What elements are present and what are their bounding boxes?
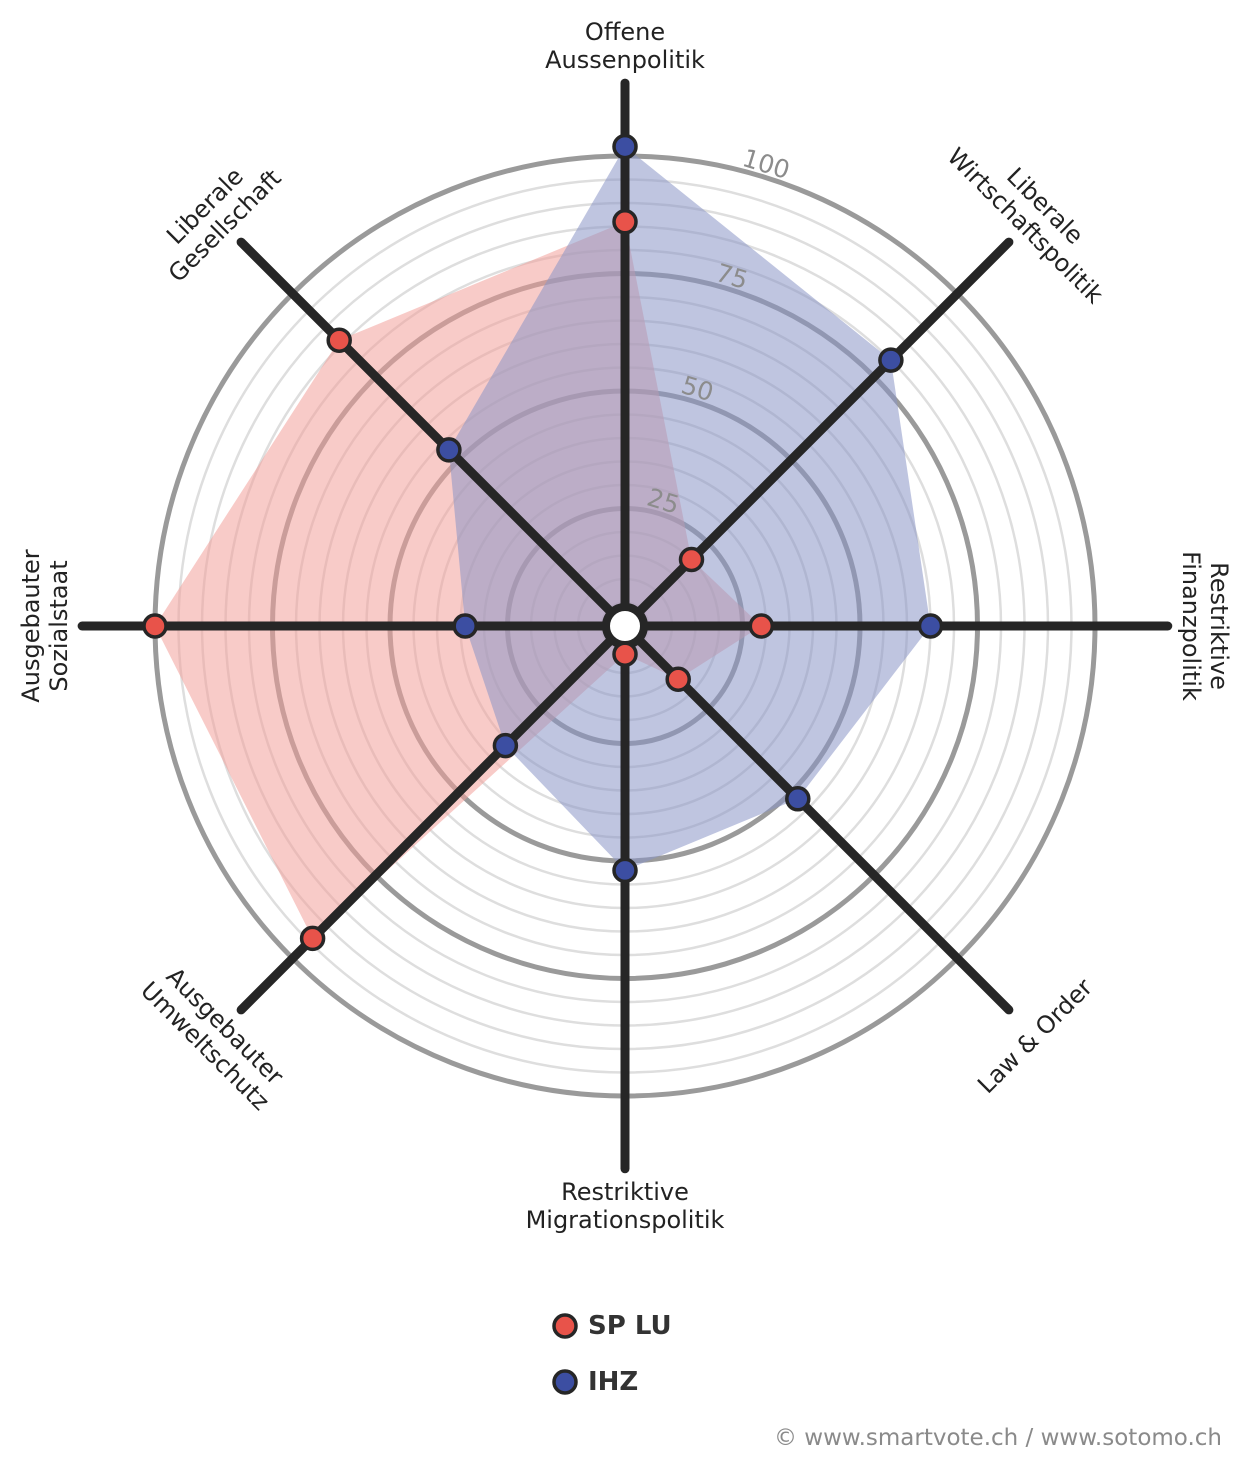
series-areas [155, 146, 931, 939]
data-point-1-7 [436, 437, 462, 463]
axis-spokes [77, 78, 1173, 1174]
data-points [142, 133, 944, 952]
axis-spoke-7 [236, 237, 630, 631]
data-point-1-0 [612, 133, 638, 160]
axis-label-line: Sozialstaat [45, 560, 73, 691]
axis-label-line: Restriktive [561, 1178, 689, 1206]
axis-label-line: Restriktive [1205, 562, 1233, 690]
data-point-0-1 [678, 546, 705, 573]
data-point-1-6 [452, 613, 478, 639]
copyright-text: © www.smartvote.ch / www.sotomo.ch [773, 1425, 1222, 1451]
axis-label-line: Ausgebauter [17, 549, 45, 702]
data-point-0-3 [665, 666, 691, 692]
axis-label-6: Ausgebauter Sozialstaat [17, 549, 73, 702]
center-hub-circle [602, 603, 648, 649]
axis-label-line: Migrationspolitik [526, 1206, 725, 1234]
data-point-0-2 [748, 613, 775, 639]
axis-spoke-3 [620, 621, 1014, 1015]
legend-label-0: SP LU [588, 1311, 672, 1341]
legend: SP LU IHZ [552, 1311, 672, 1397]
data-point-0-7 [326, 327, 352, 353]
axis-label-line: Aussenpolitik [545, 46, 705, 74]
series-area-1 [448, 146, 931, 871]
data-point-1-3 [785, 786, 811, 812]
data-point-1-4 [612, 857, 638, 884]
center-hub [602, 603, 648, 649]
data-point-0-5 [299, 925, 326, 952]
data-point-0-0 [612, 209, 638, 235]
legend-swatch-0 [552, 1313, 578, 1339]
data-point-1-5 [492, 732, 519, 759]
data-point-1-2 [917, 613, 944, 639]
axis-label-line: Finanzpolitik [1177, 551, 1205, 701]
data-point-1-1 [878, 347, 904, 373]
legend-swatch-1 [552, 1369, 578, 1395]
data-point-0-6 [142, 613, 168, 639]
tick-label-100: 100 [739, 143, 793, 185]
data-point-0-4 [612, 641, 638, 667]
axis-label-line: Offene [585, 18, 665, 46]
legend-label-1: IHZ [588, 1367, 638, 1397]
